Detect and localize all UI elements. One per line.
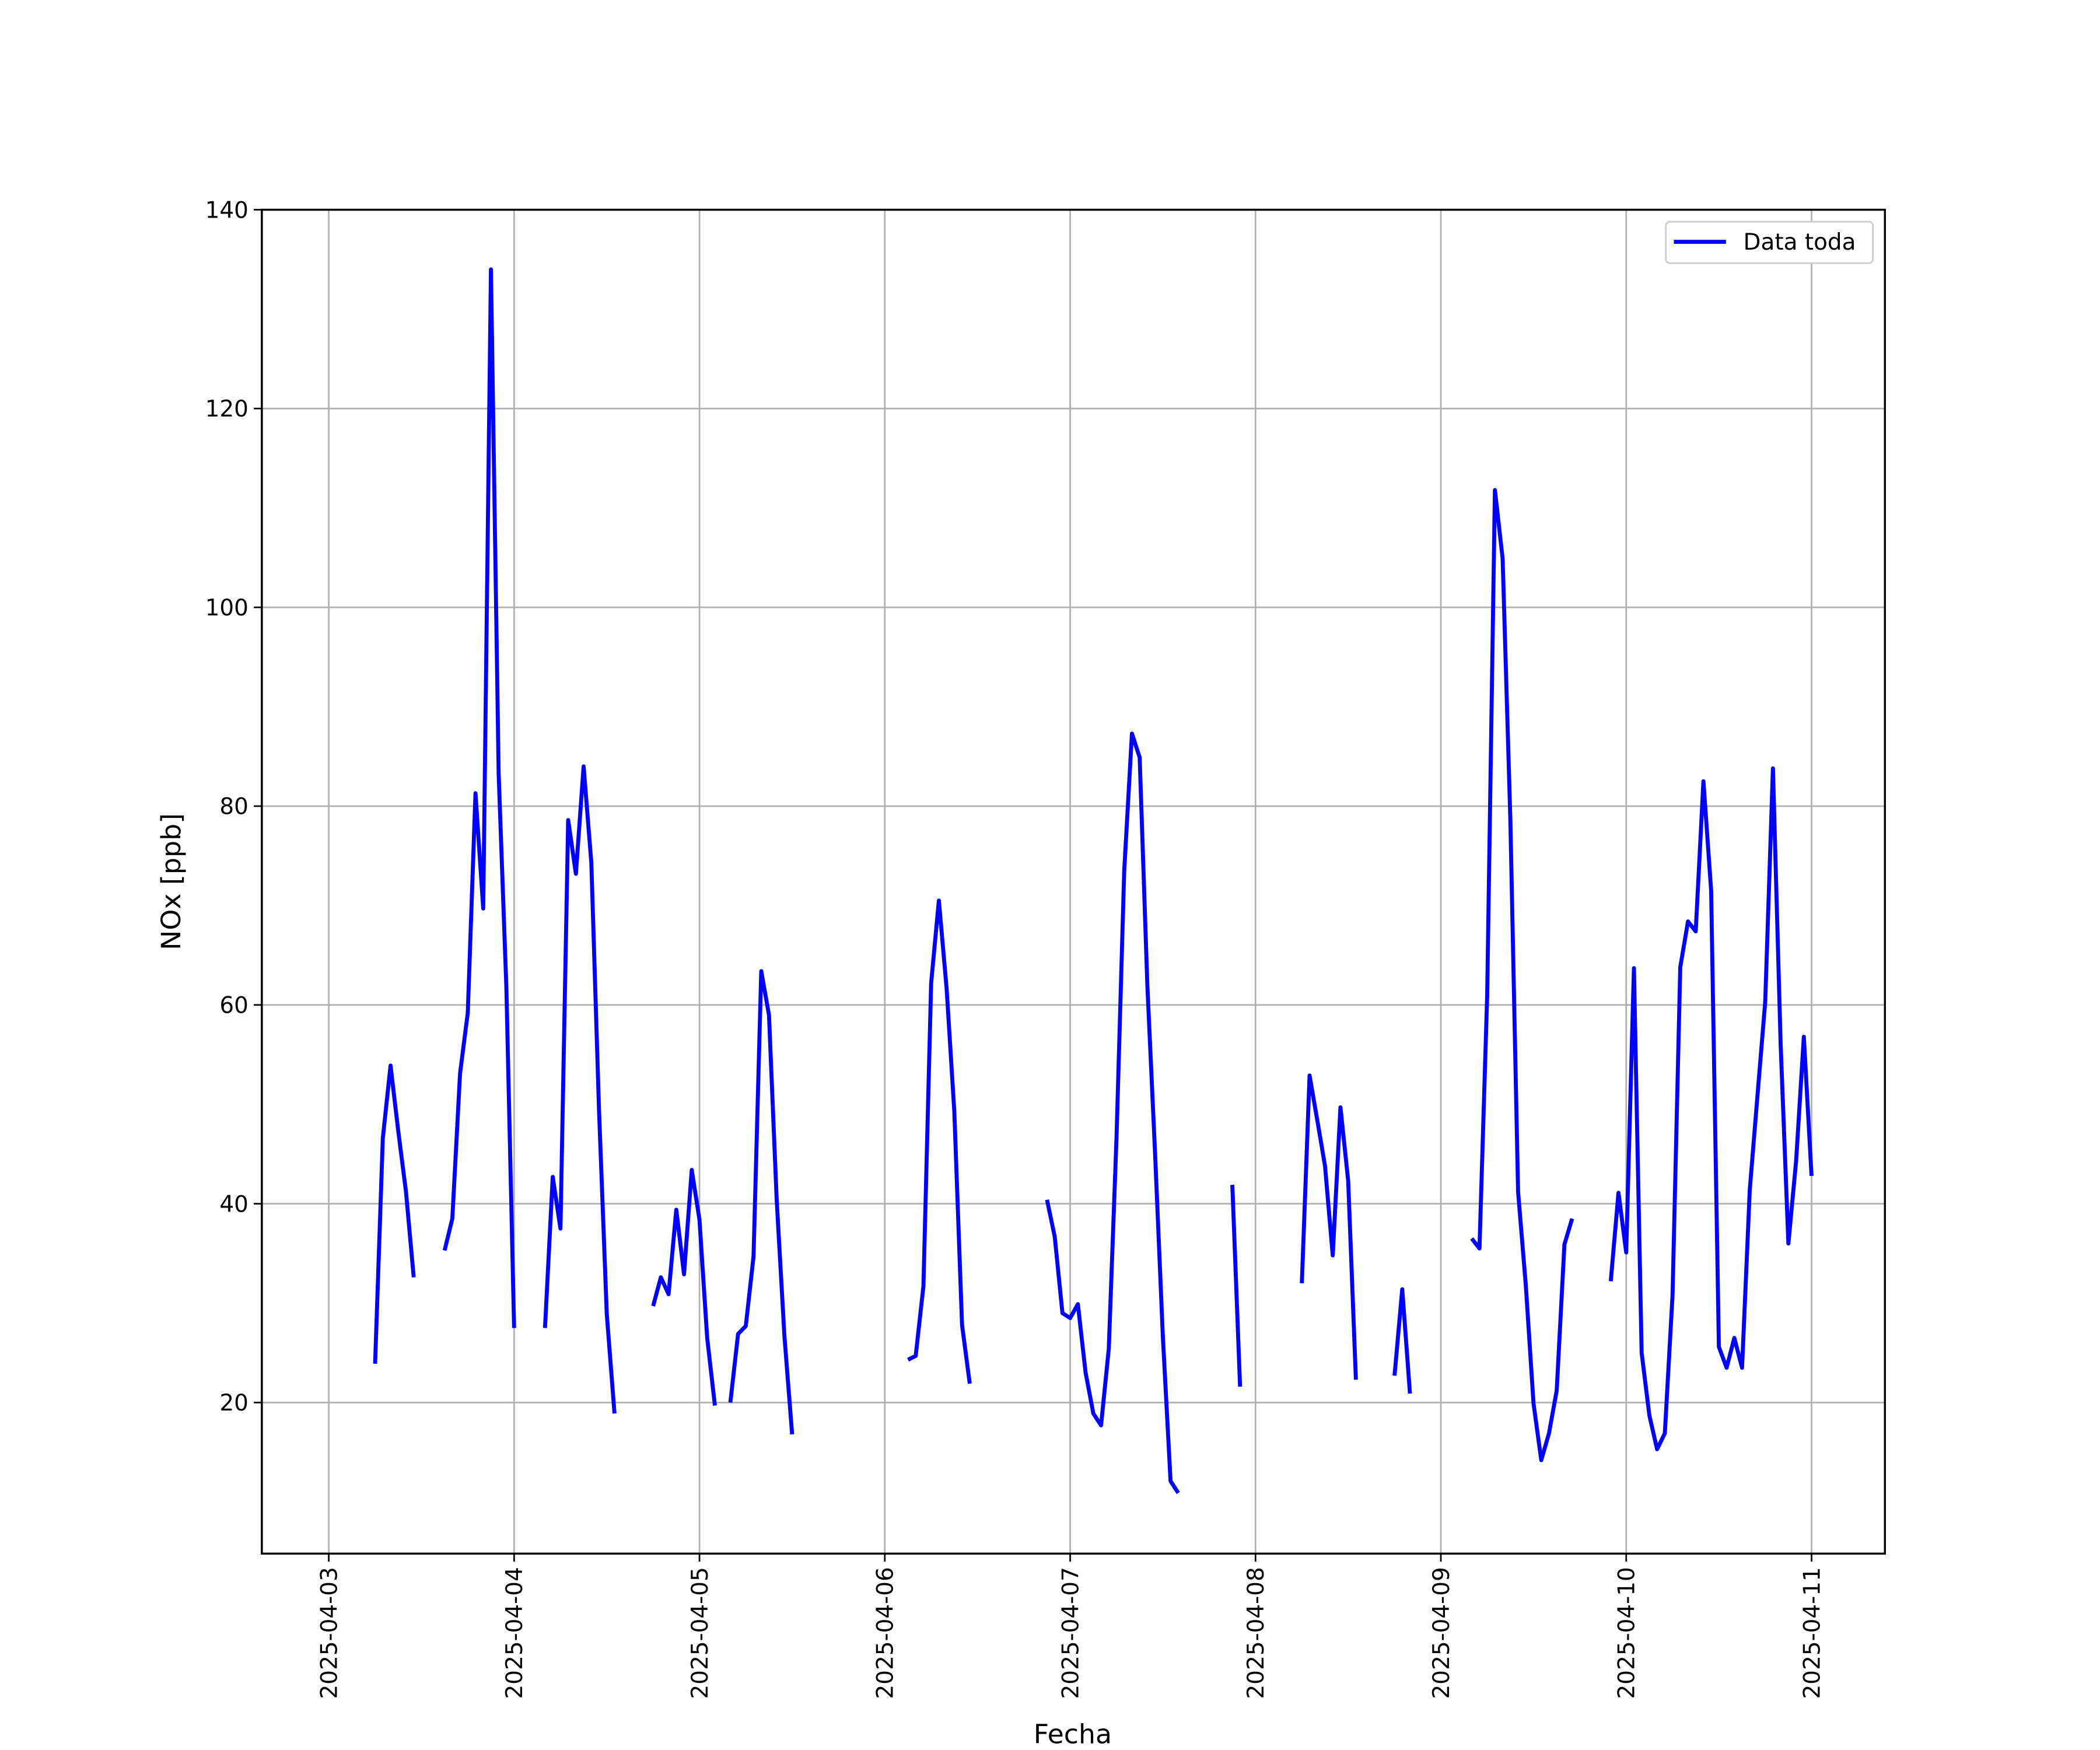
legend-box xyxy=(1665,220,1874,264)
x-tick-label: 2025-04-08 xyxy=(1243,1567,1269,1699)
x-tick-label: 2025-04-06 xyxy=(873,1567,899,1699)
legend: Data toda xyxy=(1665,220,1874,264)
y-tick-label: 20 xyxy=(219,1390,249,1416)
y-tick-label: 40 xyxy=(219,1191,249,1217)
y-tick-label: 60 xyxy=(219,992,249,1019)
x-tick-label: 2025-04-04 xyxy=(502,1567,528,1699)
y-tick-label: 100 xyxy=(205,595,249,621)
x-tick-label: 2025-04-03 xyxy=(316,1567,342,1699)
x-axis-label: Fecha xyxy=(1034,1718,1112,1750)
x-tick-label: 2025-04-11 xyxy=(1799,1567,1825,1699)
x-tick-label: 2025-04-10 xyxy=(1614,1567,1640,1699)
axes-frame xyxy=(261,208,1887,1555)
y-axis-label: NOx [ppb] xyxy=(155,813,187,950)
y-tick-label: 80 xyxy=(219,794,249,820)
data-line xyxy=(373,267,1814,1494)
x-tick-label: 2025-04-09 xyxy=(1429,1567,1455,1699)
x-tick-label: 2025-04-05 xyxy=(687,1567,713,1699)
x-tick-label: 2025-04-07 xyxy=(1058,1567,1084,1699)
legend-label: Data toda xyxy=(1744,229,1856,256)
y-tick-label: 140 xyxy=(205,197,249,223)
y-tick-label: 120 xyxy=(205,396,249,422)
